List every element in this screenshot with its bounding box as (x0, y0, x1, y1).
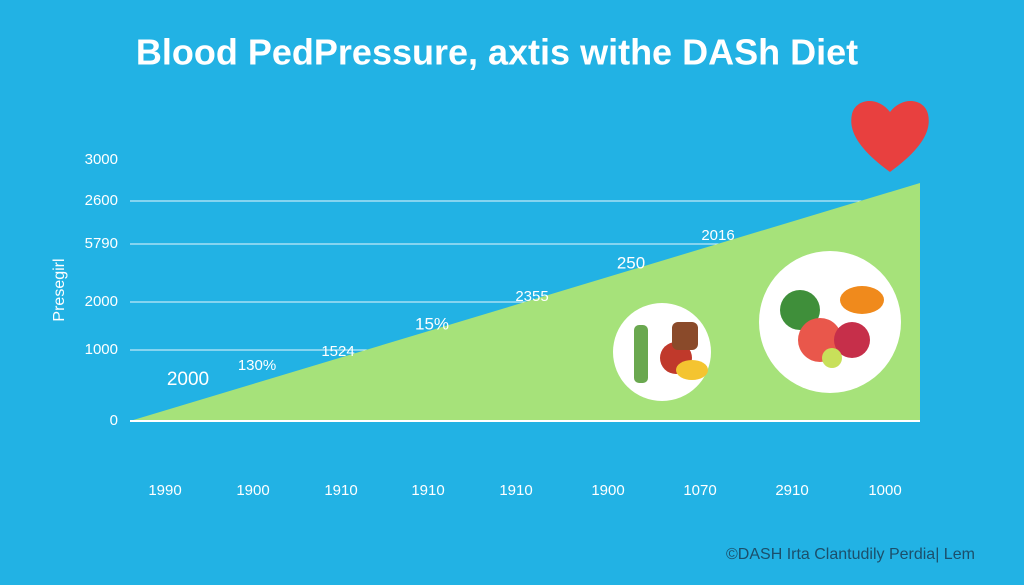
jar (672, 322, 698, 350)
banana (676, 360, 708, 380)
lime (822, 348, 842, 368)
annotation: 130% (238, 357, 276, 374)
heart (851, 100, 929, 172)
annotation: 2016 (701, 227, 734, 244)
berry (834, 322, 870, 358)
footer-credit: ©DASH Irta Clantudily Perdia| Lem (726, 546, 975, 563)
y-label: 2000 (85, 293, 118, 310)
x-label: 1990 (148, 482, 181, 499)
celery (634, 325, 648, 383)
y-label: 1000 (85, 341, 118, 358)
x-label: 1900 (591, 482, 624, 499)
x-label: 1000 (868, 482, 901, 499)
area (130, 183, 920, 421)
y-label: 0 (110, 412, 118, 429)
x-label: 1910 (499, 482, 532, 499)
x-label: 1070 (683, 482, 716, 499)
annotation: 1524 (321, 343, 354, 360)
food-plate (759, 251, 901, 393)
orange-fruit (840, 286, 884, 314)
x-label: 2910 (775, 482, 808, 499)
x-label: 1910 (324, 482, 357, 499)
y-label: 3000 (85, 151, 118, 168)
greens (780, 290, 820, 330)
annotation: 2355 (515, 288, 548, 305)
x-label: 1910 (411, 482, 444, 499)
y-label: 5790 (85, 235, 118, 252)
food-plate (613, 303, 711, 401)
annotation: 250 (617, 253, 645, 272)
heart-icon (851, 100, 929, 172)
title: Blood PedPressure, axtis withe DASh Diet (136, 32, 858, 73)
y-label: 2600 (85, 192, 118, 209)
annotation: 2000 (167, 369, 209, 390)
annotation: 15% (415, 314, 449, 333)
x-label: 1900 (236, 482, 269, 499)
y-axis-label: Presegirl (51, 258, 68, 321)
